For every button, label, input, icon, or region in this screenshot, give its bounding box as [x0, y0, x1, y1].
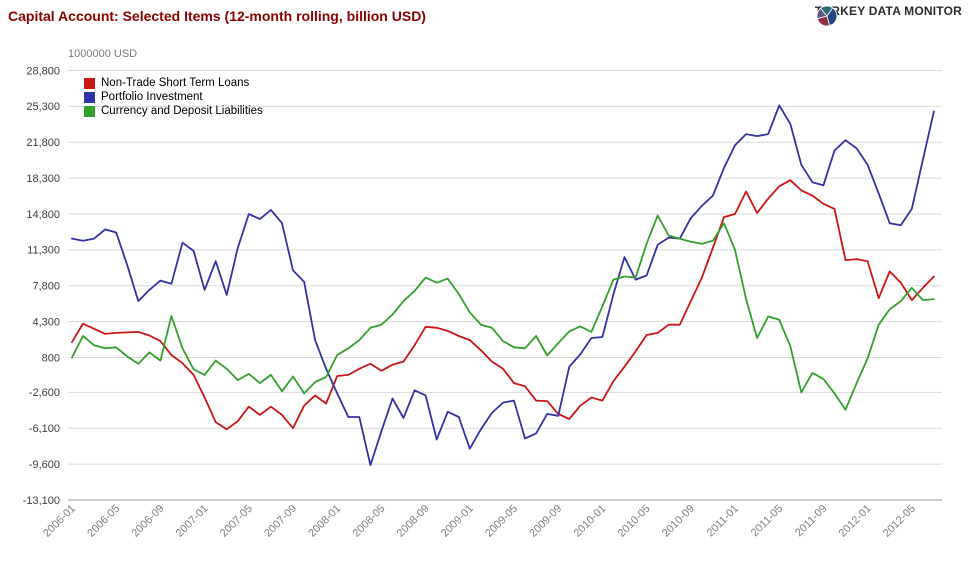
axis-unit-label: 1000000 USD	[68, 48, 138, 60]
x-tick-label: 2010-09	[660, 503, 697, 540]
legend-swatch-icon	[84, 91, 95, 103]
chart-legend: Non-Trade Short Term Loans Portfolio Inve…	[84, 76, 263, 118]
x-tick-label: 2009-09	[527, 503, 564, 540]
y-tick-label: -2,600	[29, 387, 60, 399]
y-tick-label: 25,300	[26, 101, 60, 113]
y-tick-label: 7,800	[32, 281, 60, 293]
x-tick-label: 2008-01	[306, 503, 343, 540]
svg-text:2006-09: 2006-09	[129, 503, 166, 540]
svg-text:2010-09: 2010-09	[660, 503, 697, 540]
legend-item-non-trade-short-term-loans[interactable]: Non-Trade Short Term Loans	[84, 76, 263, 90]
x-tick-label: 2011-09	[793, 503, 829, 539]
pie-logo-slice	[826, 7, 838, 27]
brand-logo: TURKEY DATA MONITOR	[814, 4, 962, 27]
svg-text:2007-05: 2007-05	[218, 503, 255, 540]
y-tick-label: -13,100	[23, 495, 60, 507]
svg-text:2010-05: 2010-05	[616, 503, 653, 540]
x-tick-label: 2010-01	[571, 503, 608, 540]
series-line-non-trade-short-term-loans	[71, 179, 935, 431]
brand-name: TURKEY DATA MONITOR	[814, 4, 962, 18]
svg-text:2010-01: 2010-01	[571, 503, 608, 540]
x-tick-label: 2012-05	[881, 503, 918, 540]
svg-text:2008-05: 2008-05	[350, 503, 387, 540]
svg-text:2007-09: 2007-09	[262, 503, 299, 540]
y-tick-label: 28,800	[26, 65, 60, 77]
legend-label: Currency and Deposit Liabilities	[101, 105, 263, 117]
y-tick-label: 11,300	[27, 245, 60, 257]
svg-text:2006-01: 2006-01	[41, 503, 78, 540]
y-tick-label: 18,300	[26, 173, 60, 185]
x-tick-label: 2008-09	[395, 503, 432, 540]
svg-text:2006-05: 2006-05	[85, 503, 122, 540]
svg-text:2007-01: 2007-01	[174, 503, 211, 540]
x-tick-label: 2011-05	[749, 503, 785, 539]
legend-label: Non-Trade Short Term Loans	[101, 77, 250, 89]
x-tick-label: 2006-01	[41, 503, 78, 540]
x-tick-label: 2007-05	[218, 503, 255, 540]
x-tick-label: 2006-05	[85, 503, 122, 540]
svg-text:2009-01: 2009-01	[439, 503, 476, 540]
svg-text:2012-01: 2012-01	[837, 503, 874, 540]
legend-item-portfolio-investment[interactable]: Portfolio Investment	[84, 90, 263, 104]
svg-text:2009-09: 2009-09	[527, 503, 564, 540]
x-tick-label: 2007-01	[174, 503, 211, 540]
legend-swatch-icon	[84, 77, 95, 89]
x-tick-label: 2009-05	[483, 503, 520, 540]
pie-logo-slice	[819, 5, 834, 17]
svg-text:2008-01: 2008-01	[306, 503, 343, 540]
svg-text:2011-01: 2011-01	[705, 503, 741, 539]
x-tick-label: 2011-01	[705, 503, 741, 539]
svg-text:2008-09: 2008-09	[395, 503, 432, 540]
x-tick-label: 2008-05	[350, 503, 387, 540]
x-tick-label: 2009-01	[439, 503, 476, 540]
y-tick-label: 14,800	[26, 209, 60, 221]
x-tick-label: 2012-01	[837, 503, 874, 540]
x-tick-label: 2006-09	[129, 503, 166, 540]
y-tick-label: 21,800	[26, 137, 60, 149]
svg-text:2009-05: 2009-05	[483, 503, 520, 540]
series-line-currency-and-deposit-liabilities	[71, 214, 935, 411]
y-tick-label: 800	[42, 352, 60, 364]
x-tick-label: 2007-09	[262, 503, 299, 540]
x-tick-label: 2010-05	[616, 503, 653, 540]
y-tick-label: 4,300	[32, 316, 60, 328]
legend-item-currency-and-deposit-liabilities[interactable]: Currency and Deposit Liabilities	[84, 104, 263, 118]
page-title: Capital Account: Selected Items (12-mont…	[8, 8, 426, 24]
legend-swatch-icon	[84, 105, 95, 117]
legend-label: Portfolio Investment	[101, 91, 203, 103]
svg-text:2012-05: 2012-05	[881, 503, 918, 540]
svg-text:2011-05: 2011-05	[749, 503, 785, 539]
svg-text:2011-09: 2011-09	[793, 503, 829, 539]
y-tick-label: -9,600	[29, 459, 60, 471]
y-tick-label: -6,100	[29, 423, 60, 435]
series-line-portfolio-investment	[71, 104, 935, 467]
pie-chart-logo-icon	[816, 5, 838, 27]
